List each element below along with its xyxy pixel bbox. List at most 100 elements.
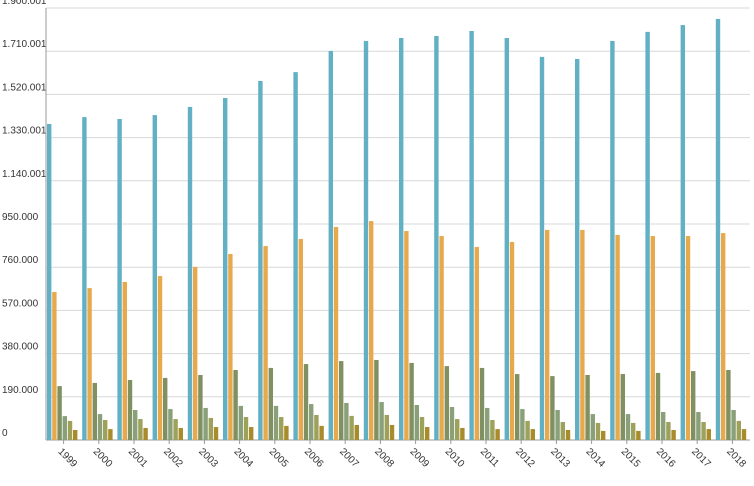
bar <box>575 58 580 440</box>
bar <box>509 241 515 440</box>
bar <box>479 367 485 440</box>
bar <box>249 427 254 440</box>
bar <box>671 429 676 440</box>
bar <box>178 427 183 440</box>
x-tick-label: 2007 <box>337 446 361 470</box>
x-tick-label: 2015 <box>619 446 643 470</box>
bar <box>47 123 52 440</box>
bar <box>309 404 314 440</box>
x-tick-label: 2010 <box>443 446 467 470</box>
bar <box>590 414 595 440</box>
bar <box>57 386 62 440</box>
bar <box>344 402 349 440</box>
y-tick-label: 1.520.001 <box>2 82 47 93</box>
bar <box>721 233 726 440</box>
bar <box>263 246 268 440</box>
bar <box>580 229 585 440</box>
bar <box>363 40 369 441</box>
bar <box>384 414 389 440</box>
x-tick-label: 1999 <box>55 446 79 470</box>
bar <box>103 419 108 440</box>
bar <box>636 430 641 440</box>
bar <box>213 427 219 440</box>
bar <box>143 427 148 440</box>
bar <box>404 231 409 440</box>
bar <box>731 409 736 440</box>
bar <box>173 419 178 440</box>
bar <box>233 369 238 440</box>
bar <box>539 56 545 441</box>
bar <box>223 98 228 440</box>
bar <box>399 38 404 440</box>
bar <box>545 229 550 440</box>
bar <box>439 236 444 440</box>
bar <box>680 25 685 440</box>
y-tick-label: 1.330.001 <box>2 126 47 137</box>
bar <box>284 425 289 440</box>
bar <box>228 254 233 440</box>
bar <box>685 236 691 440</box>
bar <box>706 429 711 440</box>
bar <box>434 35 439 441</box>
bar <box>736 420 741 440</box>
y-tick-label: 380.000 <box>2 342 39 353</box>
bar <box>298 239 303 440</box>
bar <box>187 106 193 440</box>
bar <box>741 429 747 440</box>
bar <box>319 425 324 440</box>
bar <box>530 429 535 440</box>
bar <box>92 382 97 440</box>
bar <box>444 366 449 440</box>
bar <box>474 246 479 440</box>
x-tick-label: 2009 <box>407 446 431 470</box>
x-tick-label: 2013 <box>548 446 572 470</box>
bar <box>565 429 571 440</box>
bar <box>661 412 666 440</box>
bar <box>620 374 625 440</box>
bar <box>389 424 395 440</box>
bar <box>601 430 606 440</box>
bar <box>208 417 213 440</box>
y-tick-label: 950.000 <box>2 212 39 223</box>
bar <box>460 427 465 440</box>
bar <box>152 115 157 440</box>
bar <box>515 374 520 440</box>
bar <box>595 422 601 440</box>
bar <box>631 422 636 440</box>
bar <box>414 404 419 440</box>
bar <box>163 377 168 440</box>
bar <box>97 414 103 440</box>
bar <box>273 405 279 440</box>
bar <box>52 291 57 440</box>
bar <box>425 427 430 440</box>
bar <box>419 417 425 440</box>
bar <box>279 417 284 440</box>
y-tick-label: 1.710.001 <box>2 39 47 50</box>
x-tick-label: 2018 <box>724 446 748 470</box>
y-tick-label: 570.000 <box>2 298 39 309</box>
bar <box>550 376 555 440</box>
bar <box>615 234 620 440</box>
bar <box>73 429 78 440</box>
bar <box>369 221 374 440</box>
bar <box>379 402 384 440</box>
bar <box>650 236 655 440</box>
x-tick-label: 2002 <box>161 446 185 470</box>
bar <box>238 405 243 440</box>
bar <box>625 414 631 440</box>
bar <box>157 276 163 440</box>
bar <box>339 361 344 440</box>
x-tick-label: 2006 <box>302 446 326 470</box>
bar <box>193 266 198 440</box>
bar <box>333 226 339 440</box>
bar <box>138 419 143 440</box>
bar <box>108 429 113 440</box>
bar <box>696 412 701 440</box>
bar <box>293 72 298 440</box>
bar <box>666 422 671 440</box>
bar <box>655 372 661 440</box>
bar <box>122 281 127 440</box>
bar <box>555 409 560 440</box>
bar <box>490 419 495 440</box>
